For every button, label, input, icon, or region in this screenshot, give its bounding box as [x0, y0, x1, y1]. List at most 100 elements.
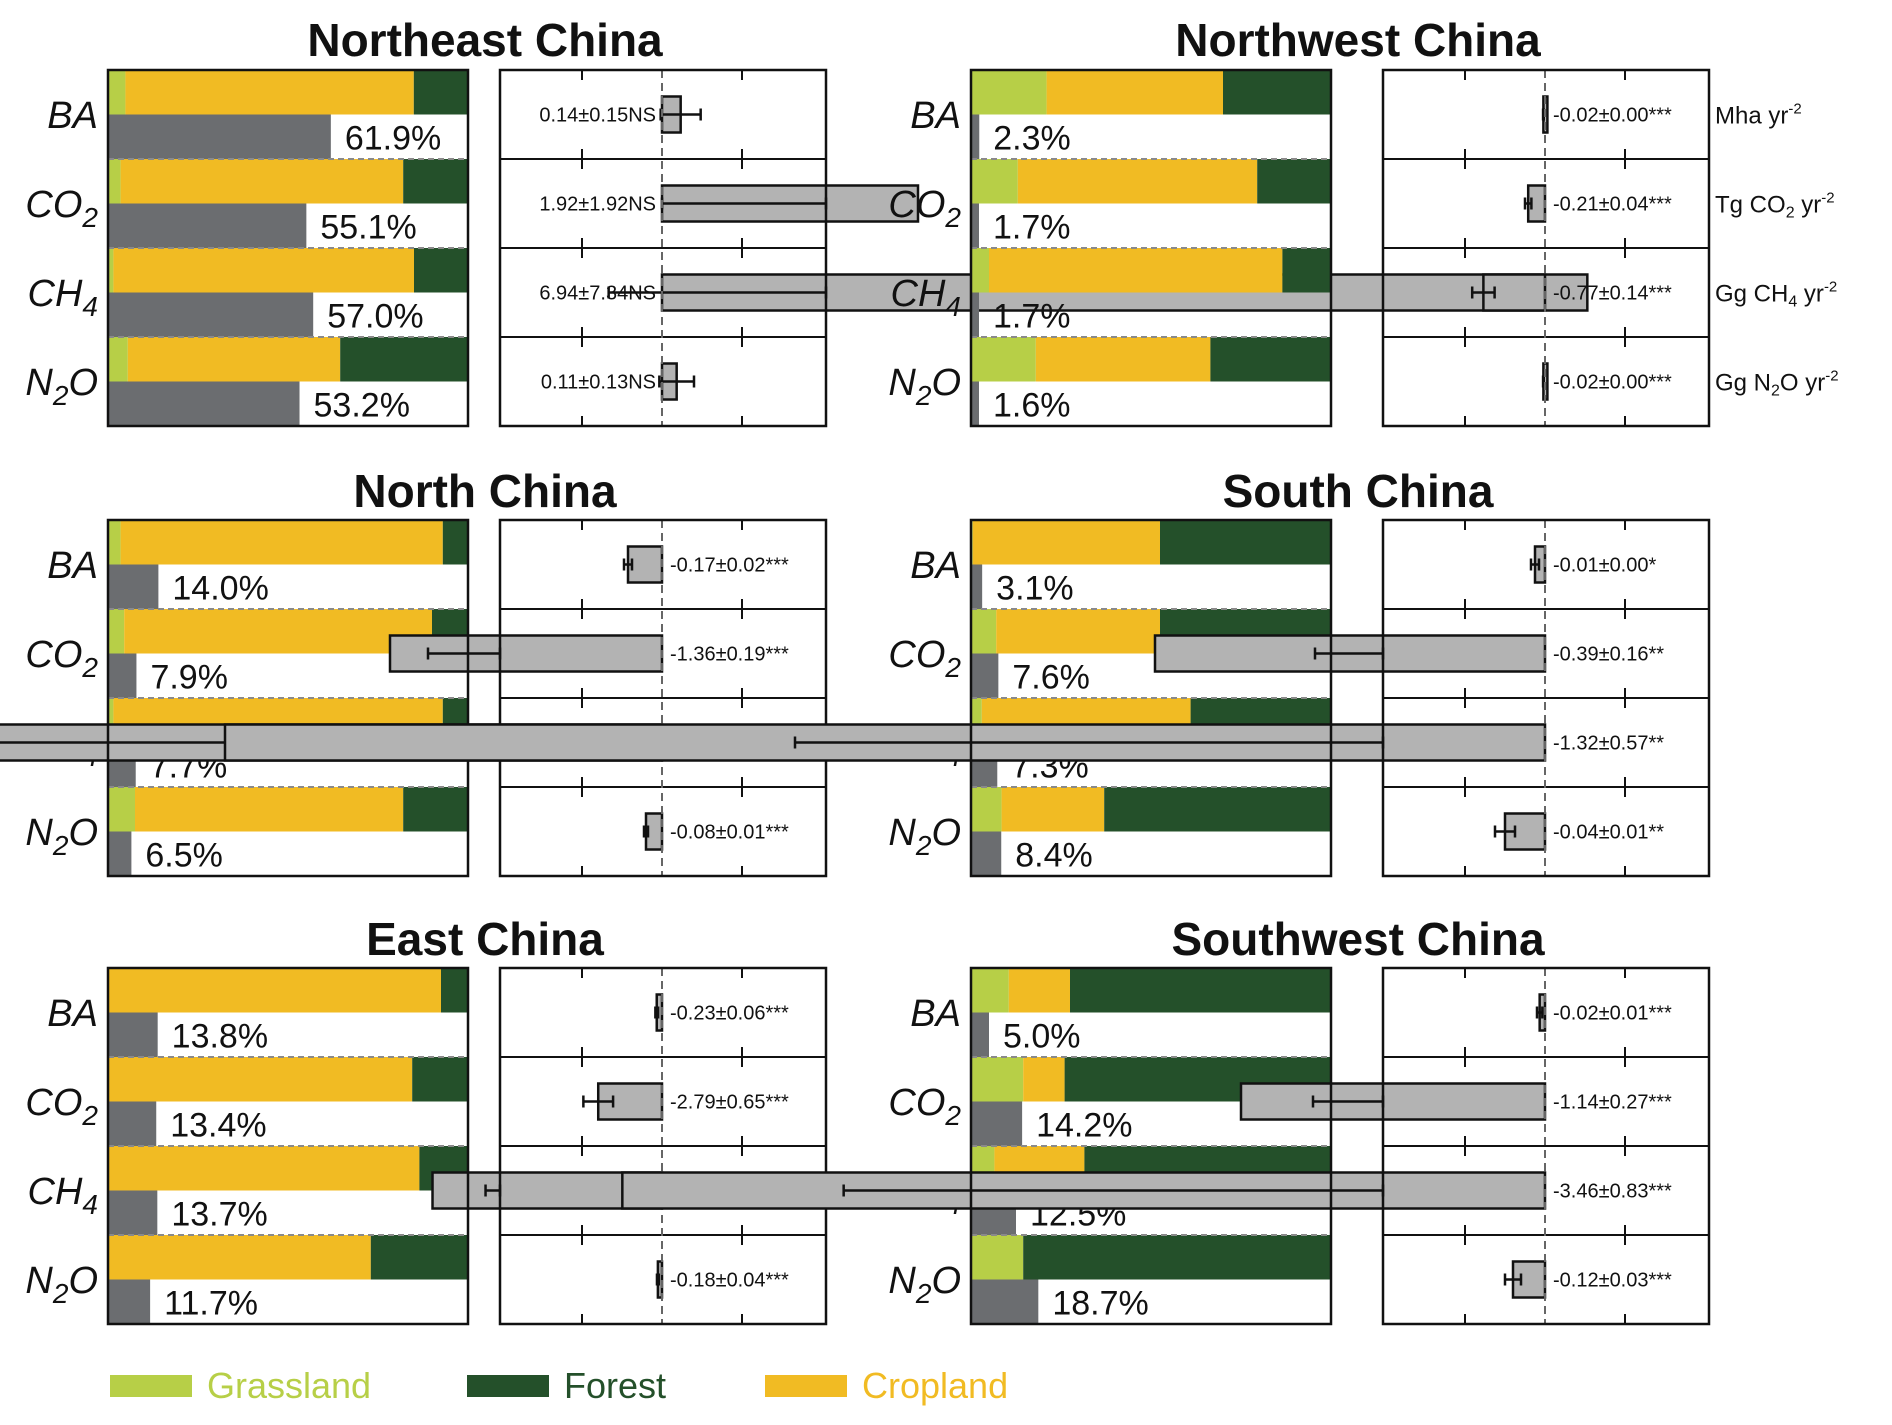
- bar-grassland-n2o: [108, 337, 128, 382]
- trend-frame: [1381, 518, 1711, 878]
- share-label-co2: 55.1%: [320, 209, 416, 247]
- bar-share-n2o: [971, 381, 979, 426]
- legend-label-forest: Forest: [564, 1365, 666, 1406]
- trend-value-label-n2o: -0.02±0.00***: [1553, 372, 1672, 394]
- bar-grassland-co2: [971, 159, 1018, 204]
- share-label-ba: 3.1%: [996, 570, 1073, 608]
- trend-value-label-co2: -2.79±0.65***: [670, 1092, 789, 1114]
- row-label-n2o: N2O: [888, 812, 961, 861]
- bar-share-n2o: [971, 1279, 1039, 1324]
- panel-title: Southwest China: [1171, 913, 1545, 965]
- bar-grassland-ba: [108, 520, 121, 565]
- panel-north-china: North China BA 14.0% -0.17±0.02*** CO2 7.9% -1…: [0, 465, 828, 878]
- bar-share-ba: [108, 1012, 158, 1057]
- share-label-n2o: 53.2%: [314, 387, 410, 425]
- composition-frame: [106, 518, 470, 878]
- bar-forest-ba: [442, 520, 468, 565]
- row-label-n2o: N2O: [25, 362, 98, 411]
- bar-grassland-ch4: [108, 248, 114, 293]
- row-label-co2: CO2: [888, 184, 961, 233]
- trend-value-label-co2: -0.21±0.04***: [1553, 194, 1672, 216]
- trend-value-label-ch4: 6.94±7.34NS: [539, 283, 656, 305]
- row-label-ba: BA: [910, 95, 961, 137]
- row-label-ba: BA: [910, 545, 961, 587]
- bar-cropland-ch4: [108, 1146, 420, 1191]
- share-label-ba: 5.0%: [1003, 1018, 1081, 1056]
- bar-grassland-ch4: [108, 698, 114, 743]
- trend-value-label-ch4: -0.77±0.14***: [1553, 283, 1672, 305]
- trend-value-label-co2: -0.39±0.16**: [1553, 644, 1664, 666]
- bar-cropland-n2o: [108, 1235, 371, 1280]
- bar-grassland-ba: [971, 70, 1047, 115]
- bar-share-co2: [971, 1101, 1023, 1146]
- panel-east-china: East China BA 13.8% -0.23±0.06*** CO2 13.4% -2…: [25, 913, 828, 1326]
- bar-grassland-ba: [971, 968, 1009, 1013]
- share-label-co2: 7.6%: [1012, 659, 1090, 697]
- trend-frame: [498, 966, 828, 1326]
- legend-label-grassland: Grassland: [207, 1365, 371, 1406]
- legend-swatch-cropland: [765, 1375, 847, 1397]
- row-label-co2: CO2: [25, 634, 98, 683]
- bar-forest-n2o: [1023, 1235, 1331, 1280]
- bar-share-ch4: [108, 292, 314, 337]
- panel-southwest-china: Southwest China BA 5.0% -0.02±0.01*** CO2 14.…: [621, 913, 1711, 1326]
- bar-forest-ba: [441, 968, 468, 1013]
- bar-cropland-n2o: [135, 787, 404, 832]
- bar-cropland-ba: [108, 968, 441, 1013]
- trend-frame: [1381, 68, 1711, 428]
- unit-label-ch4: Gg CH4 yr-2: [1715, 279, 1837, 311]
- bar-forest-n2o: [1104, 787, 1331, 832]
- composition-frame: [106, 966, 470, 1326]
- bar-cropland-co2: [996, 609, 1160, 654]
- row-label-n2o: N2O: [25, 812, 98, 861]
- bar-cropland-ba: [1008, 968, 1070, 1013]
- bar-forest-n2o: [340, 337, 468, 382]
- trend-value-label-ba: 0.14±0.15NS: [539, 105, 656, 127]
- trend-value-label-ba: -0.02±0.00***: [1553, 105, 1672, 127]
- bar-forest-ba: [1070, 968, 1331, 1013]
- trend-value-label-ba: -0.02±0.01***: [1553, 1003, 1672, 1025]
- panel-title: North China: [353, 465, 617, 517]
- trend-bar-co2: [1239, 1082, 1547, 1121]
- trend-value-label-co2: 1.92±1.92NS: [539, 194, 656, 216]
- bar-share-co2: [971, 203, 979, 248]
- share-label-co2: 13.4%: [170, 1107, 266, 1145]
- row-label-ba: BA: [47, 993, 98, 1035]
- share-label-ch4: 57.0%: [327, 298, 423, 336]
- panel-title: South China: [1223, 465, 1494, 517]
- row-label-ch4: CH4: [28, 1171, 98, 1220]
- bar-grassland-ch4: [971, 698, 982, 743]
- bar-share-ba: [971, 114, 980, 159]
- bar-grassland-co2: [971, 1057, 1024, 1102]
- row-label-co2: CO2: [888, 634, 961, 683]
- bar-forest-ba: [1223, 70, 1331, 115]
- bar-share-n2o: [108, 1279, 151, 1324]
- share-label-co2: 7.9%: [150, 659, 228, 697]
- row-label-n2o: N2O: [888, 362, 961, 411]
- bar-forest-n2o: [1210, 337, 1331, 382]
- bar-share-ba: [108, 564, 159, 609]
- row-label-n2o: N2O: [888, 1260, 961, 1309]
- row-label-ba: BA: [910, 993, 961, 1035]
- bar-forest-co2: [1257, 159, 1331, 204]
- bar-cropland-co2: [108, 1057, 413, 1102]
- bar-forest-co2: [403, 159, 468, 204]
- bar-grassland-ch4: [971, 248, 989, 293]
- bar-forest-co2: [412, 1057, 468, 1102]
- share-label-ba: 14.0%: [172, 570, 268, 608]
- row-label-ba: BA: [47, 545, 98, 587]
- bar-cropland-ba: [125, 70, 414, 115]
- bar-forest-n2o: [370, 1235, 468, 1280]
- bar-forest-ch4: [414, 248, 468, 293]
- composition-frame: [106, 68, 470, 428]
- trend-value-label-ba: -0.01±0.00*: [1553, 555, 1656, 577]
- share-label-ba: 61.9%: [345, 120, 441, 158]
- row-label-ch4: CH4: [891, 273, 961, 322]
- bar-grassland-n2o: [971, 787, 1002, 832]
- share-label-co2: 1.7%: [993, 209, 1071, 247]
- trend-value-label-co2: -1.14±0.27***: [1553, 1092, 1672, 1114]
- row-label-co2: CO2: [25, 1082, 98, 1131]
- bar-share-co2: [108, 203, 307, 248]
- trend-value-label-ba: -0.17±0.02***: [670, 555, 789, 577]
